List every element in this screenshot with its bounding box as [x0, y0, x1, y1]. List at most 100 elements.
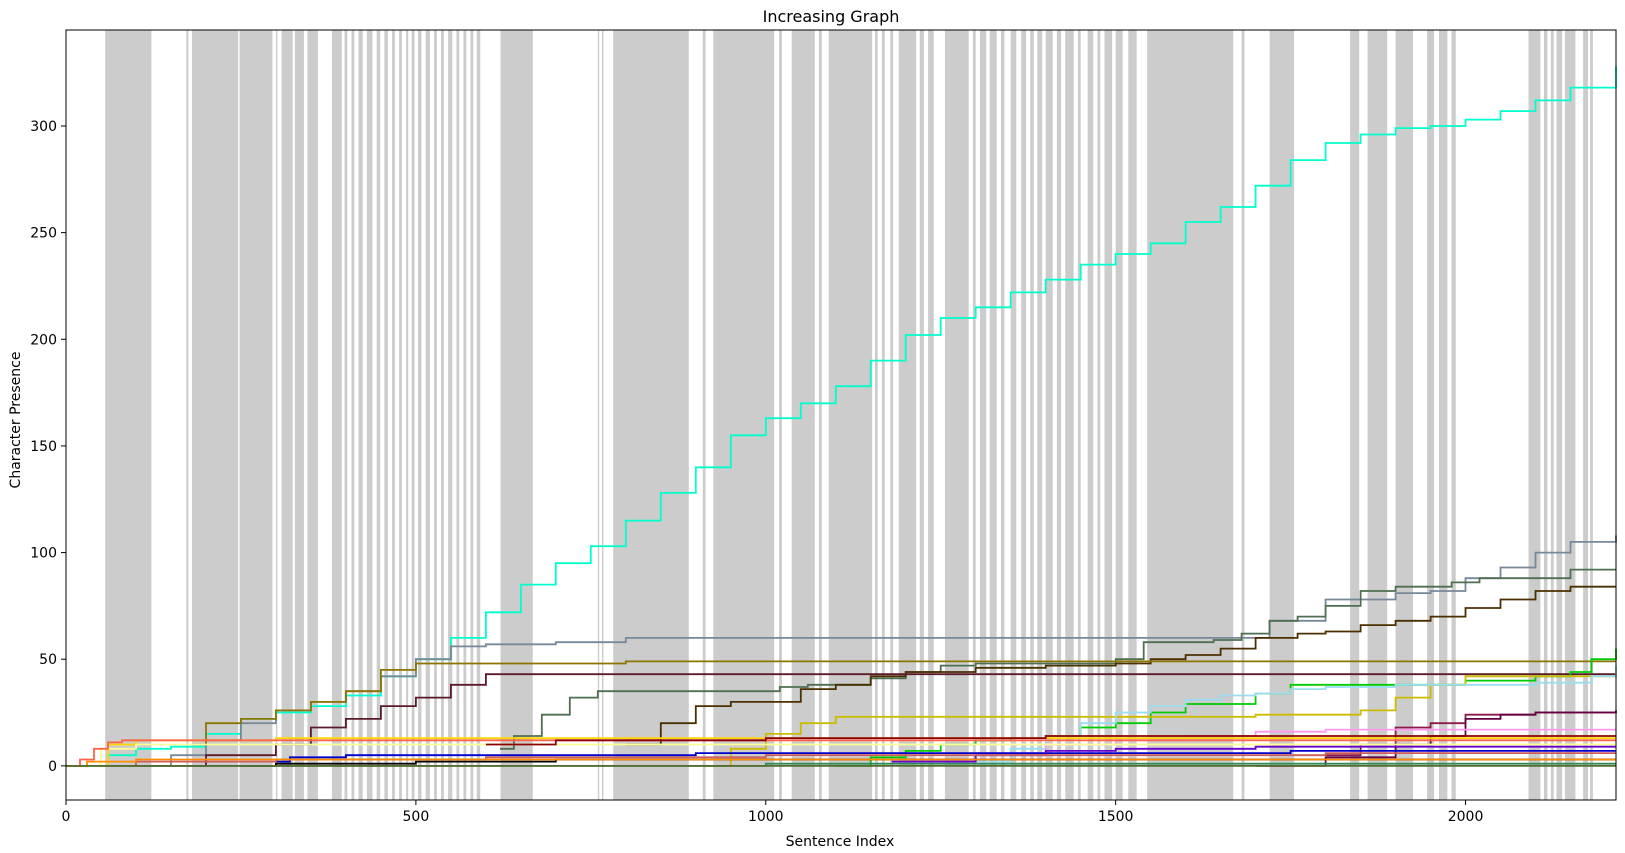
shaded-region-61	[1115, 30, 1123, 800]
y-axis-label: Character Presence	[8, 352, 24, 489]
shaded-region-55	[1056, 30, 1062, 800]
shaded-region-35	[779, 30, 782, 800]
shaded-region-5	[275, 30, 278, 800]
shaded-region-45	[944, 30, 969, 800]
shaded-region-51	[1021, 30, 1027, 800]
shaded-region-54	[1045, 30, 1053, 800]
shaded-region-44	[928, 30, 934, 800]
shaded-region-56	[1065, 30, 1074, 800]
shaded-region-30	[597, 30, 600, 800]
shaded-region-2	[186, 30, 189, 800]
shaded-region-37	[818, 30, 822, 800]
shaded-region-13	[366, 30, 373, 800]
shaded-region-12	[358, 30, 363, 800]
x-tick-label: 0	[62, 809, 71, 825]
shaded-region-50	[1010, 30, 1017, 800]
x-axis-label: Sentence Index	[786, 834, 895, 850]
shaded-region-17	[399, 30, 402, 800]
shaded-region-32	[613, 30, 689, 800]
shaded-region-38	[828, 30, 873, 800]
shaded-region-41	[890, 30, 894, 800]
series-line-15	[66, 739, 1616, 767]
series-line-17	[275, 750, 1616, 763]
x-tick-label: 500	[403, 809, 430, 825]
shaded-region-18	[406, 30, 409, 800]
shaded-region-74	[1550, 30, 1554, 800]
y-tick-label: 300	[30, 119, 57, 135]
x-axis: 0 500 1000 1500 2000	[62, 800, 1484, 825]
shaded-region-14	[376, 30, 381, 800]
shaded-region-24	[448, 30, 453, 800]
shaded-region-10	[344, 30, 348, 800]
y-tick-label: 50	[39, 652, 57, 668]
shaded-region-75	[1556, 30, 1563, 800]
shaded-region-15	[384, 30, 388, 800]
shaded-region-19	[411, 30, 415, 800]
shaded-region-34	[713, 30, 775, 800]
shaded-region-33	[702, 30, 706, 800]
y-axis: 0 50 100 150 200 250 300	[30, 119, 66, 775]
shaded-region-25	[456, 30, 460, 800]
shaded-region-64	[1241, 30, 1245, 800]
shaded-region-47	[979, 30, 987, 800]
shaded-region-40	[881, 30, 885, 800]
y-tick-label: 150	[30, 439, 57, 455]
shaded-region-27	[470, 30, 474, 800]
y-tick-label: 250	[30, 226, 57, 242]
shaded-region-49	[1000, 30, 1005, 800]
shaded-region-6	[281, 30, 293, 800]
shaded-region-46	[972, 30, 976, 800]
series-line-4	[625, 585, 1616, 746]
shaded-region-57	[1077, 30, 1081, 800]
shaded-region-48	[989, 30, 997, 800]
shaded-region-71	[1451, 30, 1456, 800]
series-line-8	[695, 675, 1616, 767]
shaded-region-67	[1367, 30, 1388, 800]
y-tick-label: 100	[30, 546, 57, 562]
shaded-region-16	[392, 30, 395, 800]
shaded-region-36	[791, 30, 815, 800]
shaded-region-29	[500, 30, 533, 800]
shaded-region-39	[874, 30, 878, 800]
shaded-region-58	[1087, 30, 1094, 800]
shaded-region-62	[1128, 30, 1137, 800]
shaded-region-42	[898, 30, 917, 800]
shaded-region-22	[434, 30, 437, 800]
x-tick-label: 1500	[1098, 809, 1134, 825]
shaded-region-4	[239, 30, 273, 800]
shaded-region-76	[1564, 30, 1576, 800]
shaded-region-3	[191, 30, 239, 800]
shaded-region-26	[463, 30, 467, 800]
shaded-regions	[105, 30, 1593, 800]
shaded-region-73	[1543, 30, 1548, 800]
plot-frame	[65, 29, 1617, 801]
shaded-region-21	[425, 30, 430, 800]
shaded-region-28	[476, 30, 481, 800]
series-line-1	[66, 66, 1617, 767]
shaded-region-31	[602, 30, 604, 800]
x-tick-label: 1000	[748, 809, 784, 825]
series-line-21	[66, 758, 1616, 767]
shaded-region-52	[1030, 30, 1034, 800]
series-line-16	[485, 735, 1616, 746]
series-line-18	[891, 745, 1616, 763]
shaded-region-53	[1037, 30, 1043, 800]
shaded-region-66	[1350, 30, 1360, 800]
shaded-region-70	[1438, 30, 1448, 800]
series-line-14	[66, 743, 1616, 767]
series-lines	[66, 66, 1617, 767]
shaded-region-1	[105, 30, 152, 800]
y-tick-label: 0	[48, 759, 57, 775]
shaded-region-7	[294, 30, 304, 800]
shaded-region-78	[1590, 30, 1593, 800]
shaded-region-77	[1583, 30, 1589, 800]
shaded-region-69	[1427, 30, 1435, 800]
x-tick-label: 2000	[1448, 809, 1484, 825]
y-tick-label: 200	[30, 332, 57, 348]
shaded-region-8	[307, 30, 318, 800]
shaded-region-72	[1528, 30, 1541, 800]
shaded-region-43	[919, 30, 924, 800]
chart-title: Increasing Graph	[763, 7, 900, 26]
